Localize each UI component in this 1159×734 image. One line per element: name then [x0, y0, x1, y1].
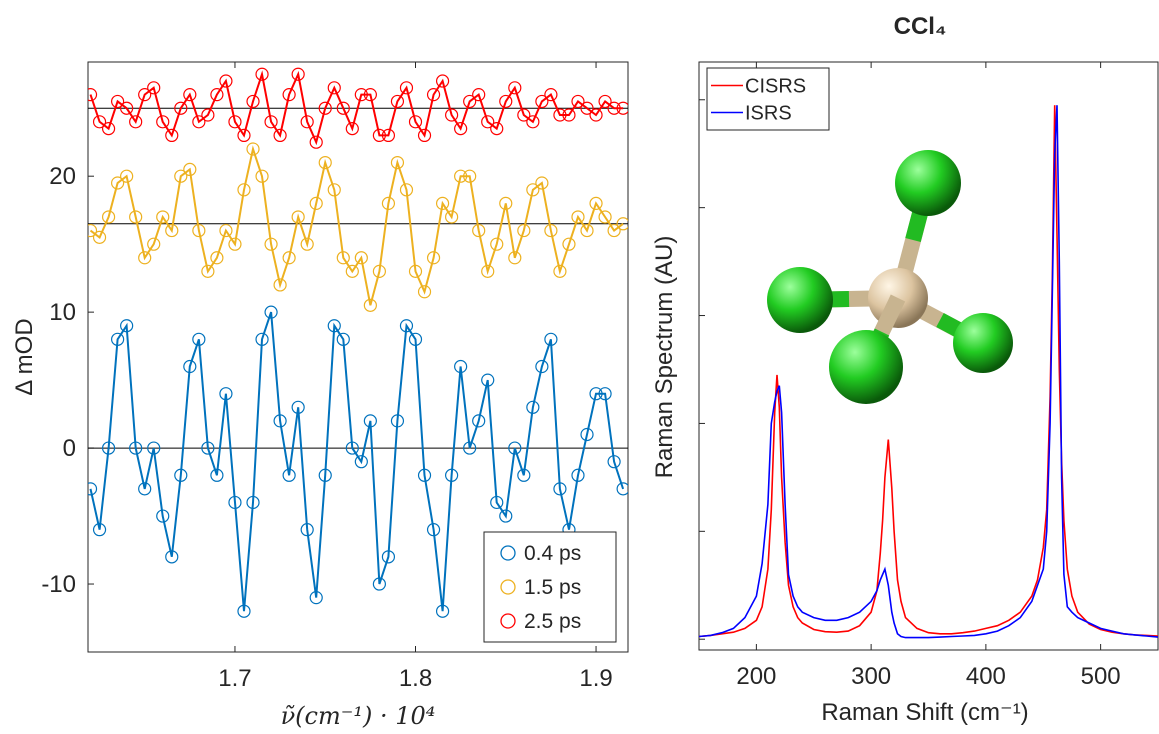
- x-axis-label: ν̃(cm⁻¹) · 10⁴: [281, 702, 436, 730]
- legend-label: 1.5 ps: [524, 576, 581, 599]
- x-tick-label: 500: [1081, 663, 1121, 690]
- y-axis-label: Raman Spectrum (AU): [651, 236, 678, 479]
- series-line: [91, 149, 624, 305]
- legend-label: 2.5 ps: [524, 610, 581, 633]
- x-tick-label: 300: [851, 663, 891, 690]
- y-tick-label: 0: [63, 435, 76, 462]
- x-axis-label: Raman Shift (cm⁻¹): [821, 699, 1028, 726]
- legend-label: CISRS: [745, 76, 806, 98]
- chart-title: CCl₄: [894, 13, 947, 40]
- y-tick-label: -10: [41, 571, 76, 598]
- x-tick-label: 1.8: [399, 665, 432, 692]
- molecule-illustration: [767, 150, 1013, 404]
- y-tick-label: 10: [49, 299, 76, 326]
- y-tick-label: 20: [49, 163, 76, 190]
- figure: CCl₄ Δ mOD ν̃(cm⁻¹) · 10⁴ Raman Spectrum…: [0, 0, 1159, 734]
- legend-label: 0.4 ps: [524, 542, 581, 565]
- x-tick-label: 1.7: [218, 665, 251, 692]
- x-tick-label: 1.9: [579, 665, 612, 692]
- legend: 0.4 ps 1.5 ps 2.5 ps: [484, 532, 616, 642]
- x-tick-label: 400: [966, 663, 1006, 690]
- plot-area: 1.7 1.8 1.9 -10 0 10 20 0.4 ps 1.5 ps 2.5 ps: [41, 62, 629, 692]
- legend-label: ISRS: [745, 103, 792, 125]
- legend: CISRS ISRS: [707, 68, 829, 130]
- y-axis-label: Δ mOD: [11, 318, 38, 395]
- x-tick-label: 200: [736, 663, 776, 690]
